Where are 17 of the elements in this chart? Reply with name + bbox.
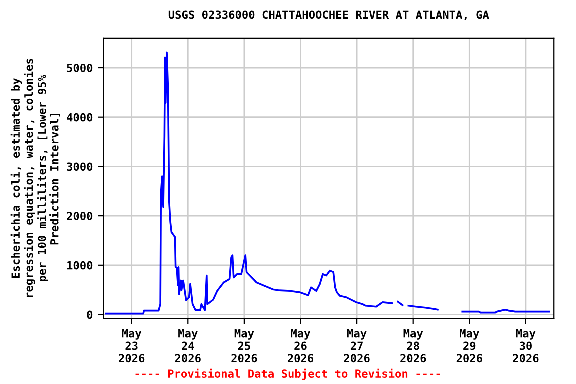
y-tick-label: 3000 [67,162,93,172]
text: ---- Provisional Data Subject to Revision ---- [136,368,440,380]
x-tick-label: May 28 2026 [400,329,426,363]
x-tick-label: May 23 2026 [119,329,145,363]
x-tick-label: May 26 2026 [288,329,314,363]
x-tick-label: May 29 2026 [456,329,482,363]
y-tick-label: 1000 [68,261,93,270]
x-tick-label: May 25 2026 [232,329,258,363]
x-tick-label: May 30 2026 [513,329,539,363]
chart-title: USGS 02336000 CHATTAHOOCHEE RIVER AT ATLANTA, GA [168,10,490,21]
y-tick-label: 4000 [67,113,93,122]
y-tick-label: 2000 [67,212,93,220]
y-tick-label: 0 [87,310,93,320]
x-tick-label: May 27 2026 [344,329,370,363]
y-axis-title: Escherichia coli, estimated by regression equation, water, colonies per 100 milliliters, [Lower 95% Prediction Interval] [10,59,60,298]
y-tick-label: 5000 [67,64,93,72]
x-tick-label: May 24 2026 [175,329,201,363]
